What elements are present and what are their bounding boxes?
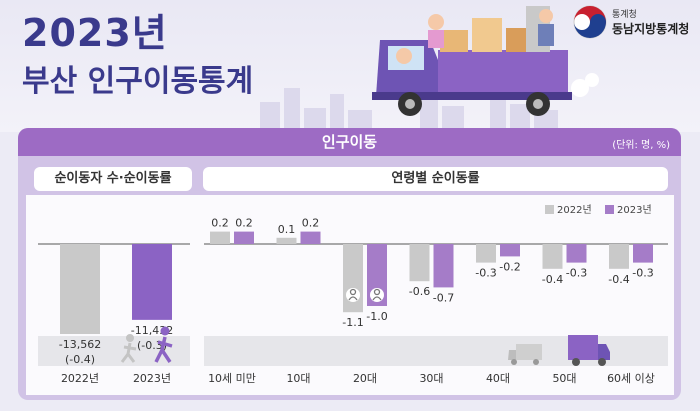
bar-30대-2023년 [433, 244, 454, 288]
left-bar-2023년 [132, 244, 172, 320]
bar-50대-2022년 [542, 244, 563, 269]
legend-label: 2023년 [617, 204, 652, 216]
bar-10세 미만-2023년 [234, 231, 254, 244]
bar-value-label: -0.7 [433, 291, 454, 304]
bar-value-label: -0.2 [499, 260, 520, 273]
org-small-label: 통계청 [612, 10, 637, 20]
bar-10세 미만-2022년 [210, 231, 230, 244]
statistics-korea-logo [573, 5, 607, 39]
small-truck-purple-icon [568, 335, 610, 366]
right-subtitle: 연령별 순이동률 [203, 167, 668, 191]
title-year: 2023년 [22, 11, 168, 55]
person-icon [346, 288, 360, 302]
walker-icon-2022 [120, 334, 137, 363]
bar-value-label: -0.3 [566, 267, 587, 280]
age-category-label: 50대 [552, 372, 576, 385]
bar-value-label: 0.2 [235, 217, 253, 230]
left-category-label: 2023년 [133, 372, 171, 385]
legend-swatch-2022년 [545, 205, 554, 214]
bar-10대-2023년 [300, 231, 321, 244]
legend-label: 2022년 [557, 204, 592, 216]
left-category-label: 2022년 [61, 372, 99, 385]
org-name: 동남지방통계청 [612, 22, 690, 36]
bar-value-label: -0.3 [475, 267, 496, 280]
left-subtitle: 순이동자 수·순이동률 [34, 167, 192, 191]
age-category-label: 20대 [353, 372, 377, 385]
age-category-label: 10대 [286, 372, 310, 385]
age-category-label: 60세 이상 [607, 372, 655, 385]
page-title: 부산 인구이동통계 [22, 64, 254, 99]
age-category-label: 10세 미만 [208, 372, 256, 385]
age-category-label: 40대 [486, 372, 510, 385]
bar-value-label: 0.2 [302, 217, 320, 230]
bar-value-label: -0.6 [409, 285, 430, 298]
bar-value-label: -1.1 [342, 316, 363, 329]
walker-icon-2023 [154, 326, 173, 363]
person-icon [370, 288, 384, 302]
bar-value-label: 0.2 [211, 217, 229, 230]
age-category-label: 30대 [419, 372, 443, 385]
moving-truck-illustration [372, 6, 599, 116]
bar-30대-2022년 [409, 244, 430, 282]
unit-label: (단위: 명, %) [612, 140, 670, 151]
left-value-label: -13,562 [59, 338, 101, 351]
bar-value-label: 0.1 [278, 223, 296, 236]
skyline-graphic [260, 88, 558, 132]
bar-60세 이상-2023년 [633, 244, 653, 263]
bar-value-label: -0.4 [608, 273, 629, 286]
small-truck-gray-icon [508, 344, 542, 365]
bar-60세 이상-2022년 [609, 244, 629, 269]
bar-value-label: -0.3 [632, 267, 653, 280]
left-rate-label: (-0.4) [65, 353, 95, 366]
left-bar-2022년 [60, 244, 100, 334]
bar-40대-2022년 [476, 244, 496, 263]
bar-value-label: -0.4 [542, 273, 563, 286]
bar-40대-2023년 [500, 244, 520, 257]
bar-50대-2023년 [566, 244, 587, 263]
bar-value-label: -1.0 [366, 310, 387, 323]
panel-title: 인구이동 [18, 128, 681, 156]
legend-swatch-2023년 [605, 205, 614, 214]
bar-10대-2022년 [276, 237, 297, 244]
